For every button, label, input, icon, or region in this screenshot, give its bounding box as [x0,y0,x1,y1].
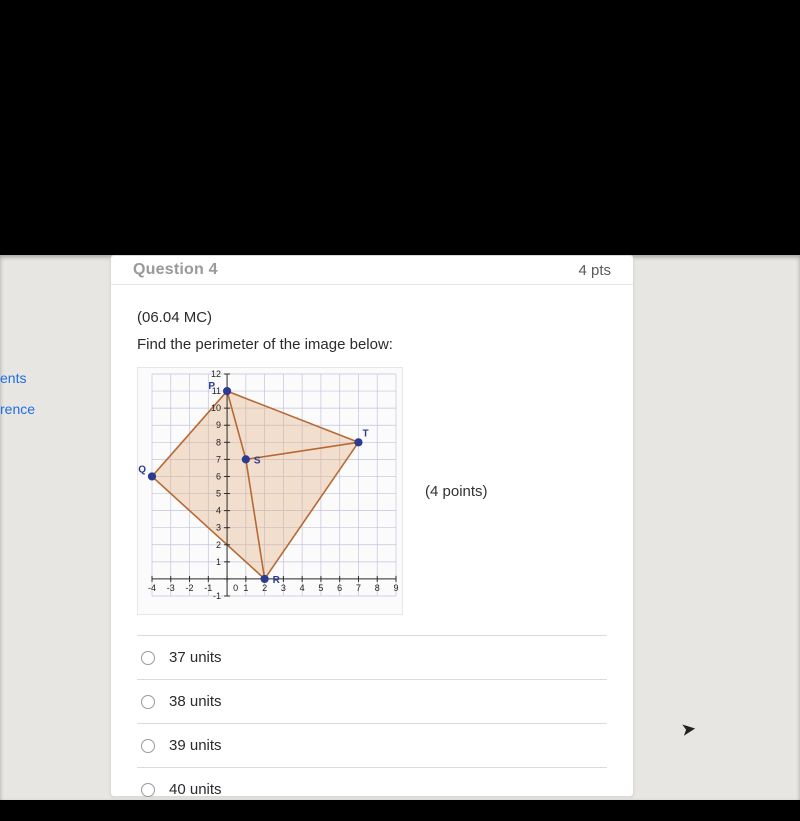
option-38[interactable]: 38 units [137,679,607,723]
svg-text:7: 7 [356,583,361,593]
svg-text:-2: -2 [186,583,194,593]
question-code: (06.04 MC) [137,309,607,326]
svg-text:5: 5 [216,489,221,499]
svg-text:12: 12 [211,369,221,379]
option-label: 40 units [169,781,222,798]
svg-text:P: P [208,381,215,392]
sidebar-item[interactable]: rence [0,394,48,425]
svg-text:9: 9 [216,420,221,430]
svg-text:5: 5 [318,583,323,593]
svg-text:S: S [254,455,261,466]
option-40[interactable]: 40 units [137,767,607,811]
question-stem: Find the perimeter of the image below: [137,336,607,353]
option-39[interactable]: 39 units [137,723,607,767]
chart-figure: -4-3-2-1123456789-11234567891011120PQRST [137,367,403,615]
answer-options: 37 units 38 units 39 units 40 units [137,635,607,811]
svg-text:2: 2 [262,583,267,593]
svg-text:4: 4 [300,583,305,593]
svg-text:0: 0 [233,583,238,593]
svg-text:-3: -3 [167,583,175,593]
svg-text:T: T [362,428,368,439]
points-inline: (4 points) [425,483,488,500]
svg-text:10: 10 [211,403,221,413]
radio-icon [141,783,155,797]
svg-text:R: R [273,575,281,586]
option-label: 38 units [169,693,222,710]
svg-text:-1: -1 [204,583,212,593]
sidebar-fragment: ents rence [0,363,48,425]
points-label: 4 pts [578,262,611,279]
svg-text:Q: Q [138,464,146,475]
svg-text:3: 3 [281,583,286,593]
screen-root: ents rence Question 4 4 pts (06.04 MC) F… [0,0,800,800]
svg-text:-4: -4 [148,583,156,593]
card-header: Question 4 4 pts [111,256,633,284]
card-body: (06.04 MC) Find the perimeter of the ima… [111,285,633,821]
svg-text:8: 8 [375,583,380,593]
svg-text:1: 1 [216,557,221,567]
question-title: Question 4 [133,261,218,279]
svg-text:7: 7 [216,454,221,464]
svg-text:9: 9 [393,583,398,593]
svg-text:2: 2 [216,540,221,550]
radio-icon [141,739,155,753]
sidebar-item[interactable]: ents [0,363,48,394]
figure-row: -4-3-2-1123456789-11234567891011120PQRST… [137,367,607,615]
option-label: 37 units [169,649,222,666]
svg-text:4: 4 [216,506,221,516]
svg-text:-1: -1 [213,591,221,601]
svg-text:1: 1 [243,583,248,593]
svg-text:8: 8 [216,437,221,447]
svg-text:6: 6 [337,583,342,593]
radio-icon [141,695,155,709]
option-label: 39 units [169,737,222,754]
cursor-icon: ➤ [680,718,698,741]
question-card: Question 4 4 pts (06.04 MC) Find the per… [110,255,634,797]
svg-text:6: 6 [216,471,221,481]
svg-text:3: 3 [216,523,221,533]
option-37[interactable]: 37 units [137,635,607,679]
radio-icon [141,651,155,665]
content-panel: ents rence Question 4 4 pts (06.04 MC) F… [0,255,800,800]
